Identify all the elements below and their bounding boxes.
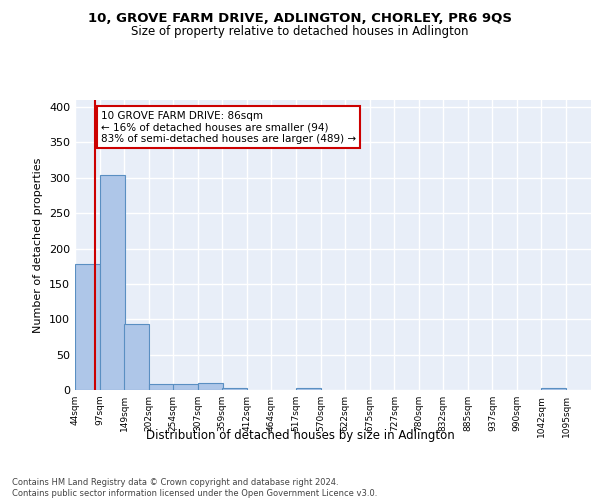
Bar <box>149 384 173 390</box>
Bar <box>100 175 125 390</box>
Bar <box>198 383 223 390</box>
Bar <box>173 384 198 390</box>
Bar <box>75 264 100 390</box>
Text: Distribution of detached houses by size in Adlington: Distribution of detached houses by size … <box>146 430 454 442</box>
Text: Size of property relative to detached houses in Adlington: Size of property relative to detached ho… <box>131 25 469 38</box>
Y-axis label: Number of detached properties: Number of detached properties <box>34 158 43 332</box>
Text: 10 GROVE FARM DRIVE: 86sqm
← 16% of detached houses are smaller (94)
83% of semi: 10 GROVE FARM DRIVE: 86sqm ← 16% of deta… <box>101 110 356 144</box>
Bar <box>222 388 247 390</box>
Text: 10, GROVE FARM DRIVE, ADLINGTON, CHORLEY, PR6 9QS: 10, GROVE FARM DRIVE, ADLINGTON, CHORLEY… <box>88 12 512 26</box>
Bar <box>124 324 149 390</box>
Text: Contains HM Land Registry data © Crown copyright and database right 2024.
Contai: Contains HM Land Registry data © Crown c… <box>12 478 377 498</box>
Bar <box>541 388 566 390</box>
Bar <box>296 388 321 390</box>
